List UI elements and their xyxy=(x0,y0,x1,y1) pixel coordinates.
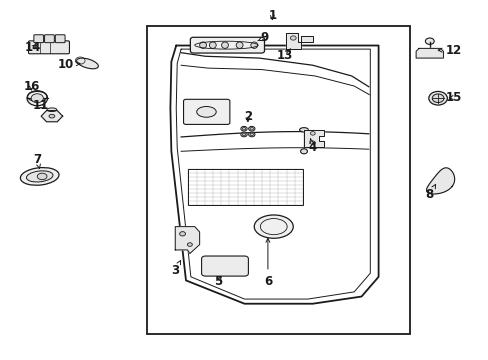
Text: 11: 11 xyxy=(33,99,49,112)
Polygon shape xyxy=(175,226,199,253)
Text: 13: 13 xyxy=(276,49,292,62)
FancyBboxPatch shape xyxy=(28,41,69,54)
FancyBboxPatch shape xyxy=(34,35,43,42)
Text: 9: 9 xyxy=(257,31,268,44)
Ellipse shape xyxy=(179,231,185,236)
FancyBboxPatch shape xyxy=(183,99,229,125)
Ellipse shape xyxy=(209,42,216,48)
Bar xyxy=(188,169,303,205)
Ellipse shape xyxy=(37,173,47,180)
Ellipse shape xyxy=(20,167,59,185)
Ellipse shape xyxy=(290,36,296,40)
Ellipse shape xyxy=(300,149,307,154)
Ellipse shape xyxy=(242,127,245,130)
Ellipse shape xyxy=(248,132,254,137)
Ellipse shape xyxy=(27,91,47,106)
Ellipse shape xyxy=(31,94,43,103)
Ellipse shape xyxy=(77,58,98,69)
Ellipse shape xyxy=(241,132,246,137)
Ellipse shape xyxy=(221,42,228,48)
Ellipse shape xyxy=(249,133,253,136)
FancyBboxPatch shape xyxy=(190,37,264,53)
Polygon shape xyxy=(304,130,324,147)
Polygon shape xyxy=(426,168,454,194)
Text: 5: 5 xyxy=(214,275,223,288)
Text: 7: 7 xyxy=(33,153,41,168)
Text: 14: 14 xyxy=(25,41,41,54)
Ellipse shape xyxy=(249,127,253,130)
Ellipse shape xyxy=(250,42,257,48)
FancyBboxPatch shape xyxy=(201,256,248,276)
Ellipse shape xyxy=(310,132,315,135)
Text: 8: 8 xyxy=(425,184,435,201)
Ellipse shape xyxy=(47,108,57,112)
Ellipse shape xyxy=(310,141,315,144)
Text: 3: 3 xyxy=(171,261,180,277)
Bar xyxy=(147,26,409,334)
Text: 6: 6 xyxy=(263,238,271,288)
FancyBboxPatch shape xyxy=(44,35,54,42)
Ellipse shape xyxy=(431,94,443,103)
Ellipse shape xyxy=(196,107,216,117)
Text: 16: 16 xyxy=(23,80,40,93)
Ellipse shape xyxy=(26,171,53,182)
Ellipse shape xyxy=(248,126,254,131)
Ellipse shape xyxy=(299,128,308,132)
Ellipse shape xyxy=(49,114,55,118)
Text: 4: 4 xyxy=(308,138,316,154)
Ellipse shape xyxy=(199,42,206,48)
Ellipse shape xyxy=(254,215,293,238)
Text: 12: 12 xyxy=(437,44,461,57)
Polygon shape xyxy=(415,48,443,58)
FancyBboxPatch shape xyxy=(55,35,65,42)
Ellipse shape xyxy=(241,126,246,131)
Text: 2: 2 xyxy=(244,111,251,123)
Ellipse shape xyxy=(428,91,447,105)
Ellipse shape xyxy=(425,38,433,44)
Ellipse shape xyxy=(187,243,192,246)
Polygon shape xyxy=(285,33,312,49)
Text: 10: 10 xyxy=(58,58,80,71)
Polygon shape xyxy=(41,111,62,122)
Text: 1: 1 xyxy=(268,9,276,22)
Text: 15: 15 xyxy=(445,91,461,104)
Ellipse shape xyxy=(242,133,245,136)
Ellipse shape xyxy=(236,42,243,48)
